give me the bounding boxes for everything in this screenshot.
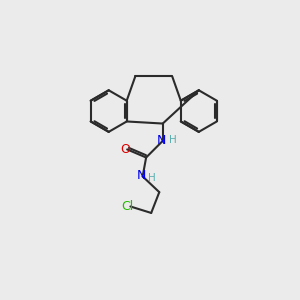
Text: N: N: [157, 134, 166, 147]
Text: H: H: [169, 135, 176, 145]
Text: O: O: [120, 143, 130, 156]
Text: Cl: Cl: [122, 200, 134, 213]
Text: N: N: [137, 169, 146, 182]
Text: H: H: [148, 172, 155, 183]
